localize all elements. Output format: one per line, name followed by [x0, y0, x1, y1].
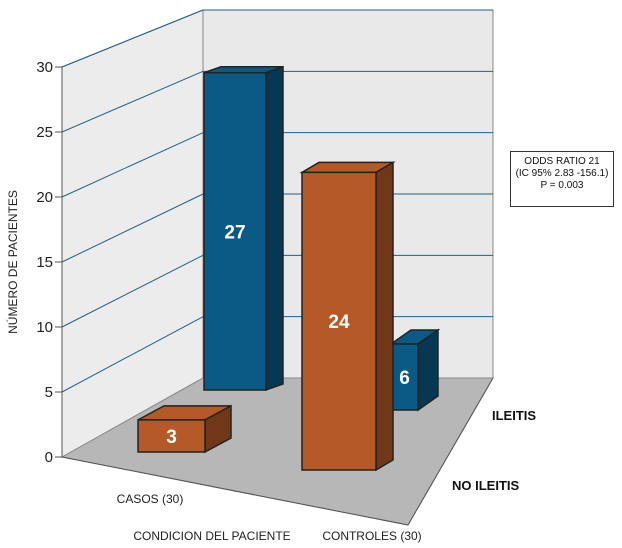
x-axis-line [61, 456, 409, 526]
bar-no-ileitis-1: 24 [299, 161, 396, 472]
gridline-side [61, 70, 204, 133]
bar-front-face [137, 419, 206, 453]
bar-front-face [301, 171, 377, 471]
bars: 6 27 24 3 [137, 65, 441, 472]
p-value-line: P = 0.003 [540, 180, 584, 191]
bar-front-face [390, 343, 419, 411]
category-label-controles: CONTROLES (30) [322, 529, 421, 543]
bar-side-face [375, 161, 394, 472]
gridline-side [61, 132, 204, 198]
y-tick-label: 30 [36, 59, 53, 76]
confidence-interval-line: (IC 95% 2.83 -156.1) [515, 168, 609, 179]
bar-no-ileitis-0: 3 [137, 404, 232, 454]
bar-front-face [203, 72, 267, 391]
bar-ileitis-1: 6 [388, 328, 441, 412]
bar-ileitis-0: 27 [203, 65, 284, 392]
depth-label-ileitis: ILEITIS [492, 408, 536, 423]
gridline-side [61, 316, 204, 393]
gridline-side [61, 193, 204, 263]
odds-ratio-line: ODDS RATIO 21 [524, 156, 600, 167]
y-tick-label: 20 [36, 189, 53, 206]
y-tick-label: 10 [36, 319, 53, 336]
gridline-side [61, 254, 204, 328]
gridline-side [61, 9, 204, 68]
depth-label-no-ileitis: NO ILEITIS [452, 478, 520, 493]
bar-value-label: 6 [399, 368, 410, 389]
y-axis-title: NÚMERO DE PACIENTES [5, 190, 20, 334]
bar-side-face [417, 328, 439, 412]
y-tick-label: 5 [45, 384, 53, 401]
y-ticks: 0 5 10 15 20 25 30 [36, 59, 62, 466]
y-tick-label: 15 [36, 254, 53, 271]
x-axis-title: CONDICION DEL PACIENTE [133, 529, 290, 543]
bar-value-label: 27 [224, 222, 245, 243]
bar-value-label: 3 [166, 427, 177, 448]
depth-axis-line [407, 377, 494, 526]
odds-ratio-annotation: ODDS RATIO 21 (IC 95% 2.83 -156.1) P = 0… [510, 151, 614, 207]
y-tick-label: 25 [36, 124, 53, 141]
y-tick-label: 0 [45, 449, 53, 466]
bar-side-face [265, 65, 284, 392]
category-label-casos: CASOS (30) [117, 492, 184, 506]
bar-value-label: 24 [328, 312, 350, 333]
